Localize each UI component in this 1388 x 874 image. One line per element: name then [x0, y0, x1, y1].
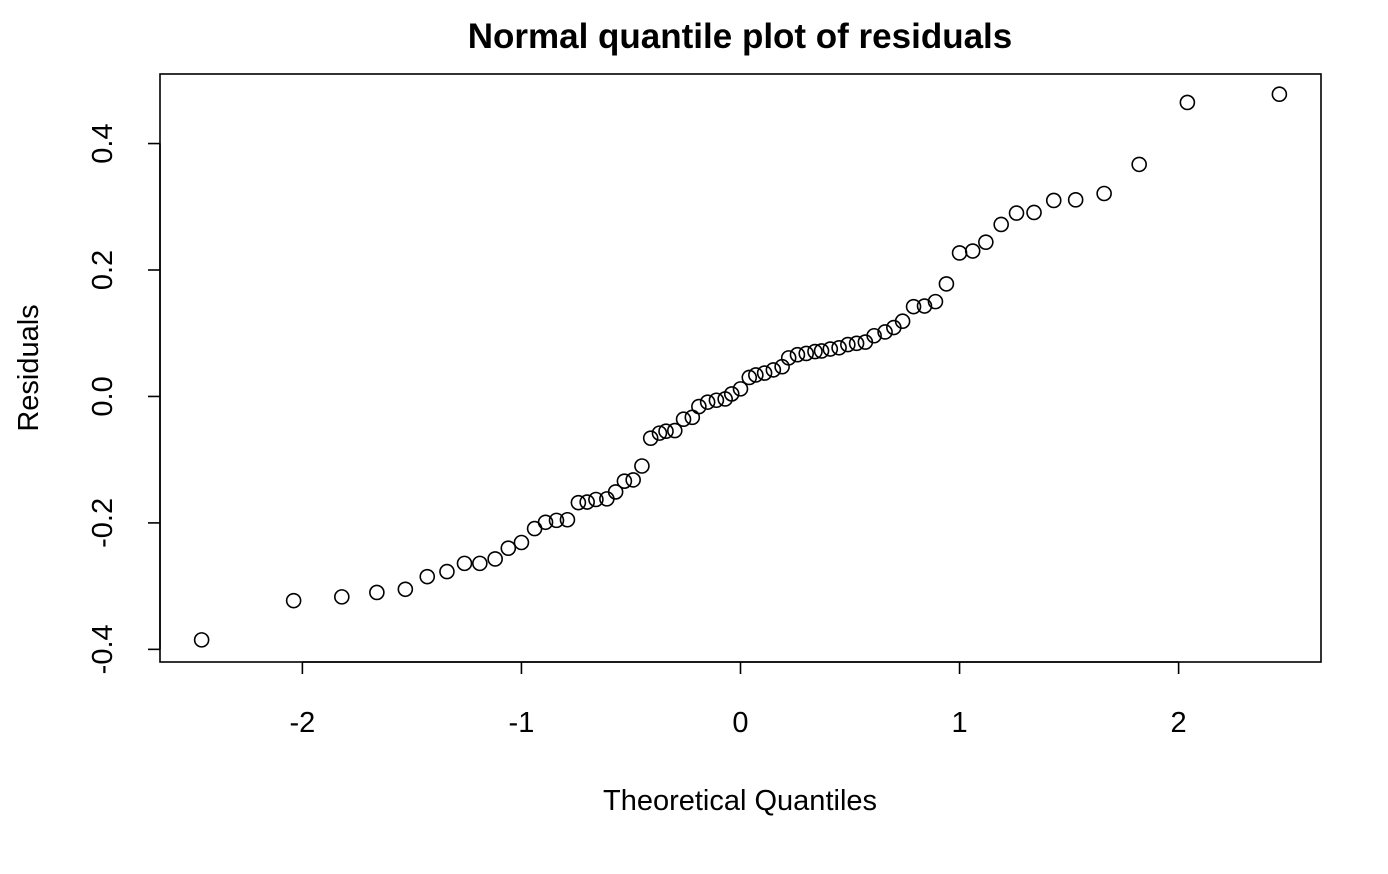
data-point: [570, 494, 587, 511]
data-point: [741, 369, 758, 386]
plot-frame: [159, 73, 1322, 663]
data-point: [993, 216, 1009, 233]
data-point: [877, 324, 893, 340]
data-point: [1096, 185, 1112, 202]
data-point: [607, 484, 624, 500]
x-axis: -2 -1 0 1 2: [289, 661, 1187, 739]
data-point: [579, 494, 595, 510]
data-point: [927, 293, 944, 310]
x-tick-label: 2: [1171, 707, 1187, 739]
data-point: [548, 512, 565, 529]
data-point: [951, 245, 968, 261]
data-point: [831, 339, 847, 356]
x-tick-label: 0: [732, 707, 748, 739]
x-tick-label: -2: [289, 707, 315, 739]
data-points: [193, 86, 1288, 648]
data-point: [789, 346, 806, 363]
data-point: [822, 341, 839, 357]
data-point: [397, 581, 414, 598]
data-point: [625, 472, 641, 488]
data-point: [285, 592, 302, 609]
data-point: [419, 568, 436, 585]
data-point: [675, 411, 692, 428]
data-point: [1026, 204, 1042, 221]
data-point: [684, 409, 701, 426]
data-point: [723, 386, 740, 402]
data-point: [938, 276, 955, 292]
data-point: [599, 491, 615, 507]
x-tick-label: 1: [951, 707, 967, 739]
data-point: [1271, 86, 1288, 103]
y-tick-label: 0.4: [87, 123, 119, 163]
data-point: [559, 511, 576, 528]
data-point: [765, 362, 782, 378]
data-point: [840, 336, 856, 353]
data-point: [456, 555, 473, 572]
data-point: [756, 365, 773, 381]
data-point: [537, 514, 554, 531]
data-point: [780, 350, 797, 366]
data-point: [1067, 192, 1084, 208]
data-point: [964, 243, 981, 259]
data-point: [894, 313, 911, 330]
y-axis-label: Residuals: [13, 304, 45, 431]
data-point: [708, 392, 725, 409]
data-point: [798, 345, 815, 362]
data-point: [666, 422, 683, 439]
data-point: [616, 473, 633, 489]
data-point: [334, 589, 350, 605]
data-point: [813, 343, 830, 359]
data-point: [699, 394, 716, 410]
data-point: [1179, 94, 1196, 111]
data-point: [978, 234, 994, 250]
data-point: [1045, 192, 1062, 209]
data-point: [642, 430, 659, 446]
data-point: [1008, 205, 1025, 221]
data-point: [439, 563, 455, 580]
y-tick-label: -0.2: [87, 498, 119, 548]
data-point: [732, 381, 749, 397]
x-axis-label: Theoretical Quantiles: [603, 785, 877, 817]
data-point: [848, 335, 865, 352]
data-point: [634, 458, 650, 474]
data-point: [905, 298, 922, 315]
data-point: [916, 298, 933, 314]
y-axis: -0.4 -0.2 0.0 0.2 0.4: [87, 123, 161, 674]
data-point: [500, 540, 517, 556]
data-point: [807, 343, 823, 360]
data-point: [369, 584, 385, 601]
x-tick-label: -1: [509, 707, 535, 739]
data-point: [193, 632, 210, 648]
data-point: [866, 327, 882, 344]
data-point: [513, 534, 530, 551]
y-tick-label: 0.0: [87, 376, 119, 416]
data-point: [588, 491, 604, 508]
data-point: [691, 398, 707, 415]
data-point: [658, 423, 674, 440]
data-point: [651, 425, 668, 441]
chart-title: Normal quantile plot of residuals: [468, 17, 1013, 56]
data-point: [748, 367, 764, 383]
data-point: [487, 551, 503, 567]
data-point: [1131, 156, 1147, 173]
y-tick-label: -0.4: [87, 624, 119, 674]
y-tick-label: 0.2: [87, 250, 119, 290]
data-point: [472, 555, 488, 572]
